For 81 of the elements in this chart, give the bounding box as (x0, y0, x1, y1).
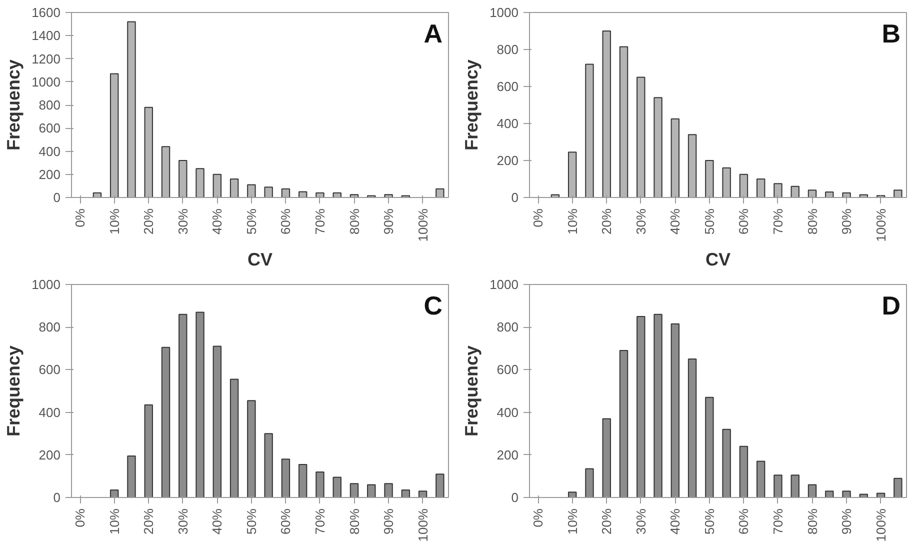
chart-title: D (882, 290, 901, 320)
y-axis-title: Frequency (462, 59, 482, 151)
x-tick-label: 90% (839, 208, 854, 235)
y-tick-label: 800 (496, 42, 519, 57)
x-tick-label: 70% (312, 208, 328, 235)
x-tick-label: 60% (278, 208, 294, 235)
x-tick-label: 0% (72, 508, 88, 528)
chart-title: C (424, 290, 443, 320)
x-tick-label: 70% (312, 508, 328, 535)
y-tick-label: 0 (511, 190, 519, 205)
x-tick-label: 100% (415, 508, 430, 542)
y-tick-label: 0 (53, 190, 61, 205)
x-tick-label: 60% (278, 508, 294, 535)
x-tick-label: 40% (210, 208, 225, 235)
x-tick-label: 60% (736, 508, 752, 535)
y-tick-label: 1000 (32, 74, 60, 90)
x-tick-label: 0% (530, 208, 546, 228)
x-tick-label: 20% (599, 508, 614, 535)
y-tick-label: 200 (38, 447, 61, 462)
x-tick-label: 10% (564, 508, 580, 535)
y-tick-label: 200 (496, 153, 519, 168)
x-axis-title: CV (706, 250, 731, 270)
x-tick-label: 50% (702, 508, 717, 535)
x-tick-label: 100% (873, 208, 888, 242)
x-tick-label: 20% (141, 208, 156, 235)
x-tick-label: 10% (564, 208, 580, 235)
x-tick-label: 80% (804, 208, 820, 235)
y-tick-label: 600 (38, 120, 61, 136)
y-tick-label: 0 (511, 490, 519, 505)
y-tick-label: 400 (38, 144, 61, 159)
x-tick-label: 30% (175, 508, 190, 535)
y-tick-label: 1200 (32, 51, 60, 66)
y-axis-title: Frequency (4, 345, 24, 437)
y-tick-label: 600 (496, 362, 519, 378)
y-axis-title: Frequency (4, 59, 24, 151)
y-tick-label: 1000 (32, 277, 60, 292)
x-axis-title: CV (248, 250, 273, 270)
chart-title: B (882, 18, 901, 48)
x-tick-label: 50% (244, 508, 259, 535)
x-tick-label: 0% (72, 208, 88, 228)
x-tick-label: 40% (668, 208, 683, 235)
y-tick-label: 200 (38, 166, 61, 182)
y-tick-label: 800 (38, 320, 61, 335)
y-tick-label: 200 (496, 447, 519, 462)
y-tick-label: 1600 (32, 5, 60, 20)
x-tick-label: 30% (633, 208, 648, 235)
x-tick-label: 10% (106, 508, 122, 535)
x-tick-label: 90% (381, 508, 396, 535)
y-tick-label: 0 (53, 490, 61, 505)
x-tick-label: 80% (346, 508, 362, 535)
x-tick-label: 30% (175, 208, 190, 235)
y-tick-label: 600 (496, 79, 519, 94)
x-tick-label: 70% (770, 508, 786, 535)
x-tick-label: 100% (415, 208, 430, 242)
y-tick-label: 400 (496, 404, 519, 420)
x-tick-label: 60% (736, 208, 752, 235)
x-tick-label: 20% (599, 208, 614, 235)
y-tick-label: 400 (496, 116, 519, 131)
x-tick-label: 40% (668, 508, 683, 535)
x-tick-label: 90% (381, 208, 396, 235)
y-tick-label: 800 (38, 98, 61, 112)
x-tick-label: 100% (873, 508, 888, 542)
x-tick-label: 50% (702, 208, 717, 235)
y-tick-label: 1400 (32, 28, 60, 44)
chart-title: A (424, 18, 443, 48)
x-tick-label: 30% (633, 508, 648, 535)
x-tick-label: 80% (804, 508, 820, 535)
x-tick-label: 90% (839, 508, 854, 535)
y-tick-label: 800 (496, 320, 519, 335)
x-tick-label: 20% (141, 508, 156, 535)
x-tick-label: 0% (530, 508, 546, 528)
x-tick-label: 40% (210, 508, 225, 535)
x-tick-label: 70% (770, 208, 786, 235)
y-tick-label: 1000 (490, 277, 518, 292)
y-tick-label: 600 (38, 362, 61, 378)
x-tick-label: 50% (244, 208, 259, 235)
y-axis-title: Frequency (462, 345, 482, 437)
x-tick-label: 10% (106, 208, 122, 235)
y-tick-label: 1000 (490, 5, 518, 20)
y-tick-label: 400 (38, 404, 61, 420)
x-tick-label: 80% (346, 208, 362, 235)
